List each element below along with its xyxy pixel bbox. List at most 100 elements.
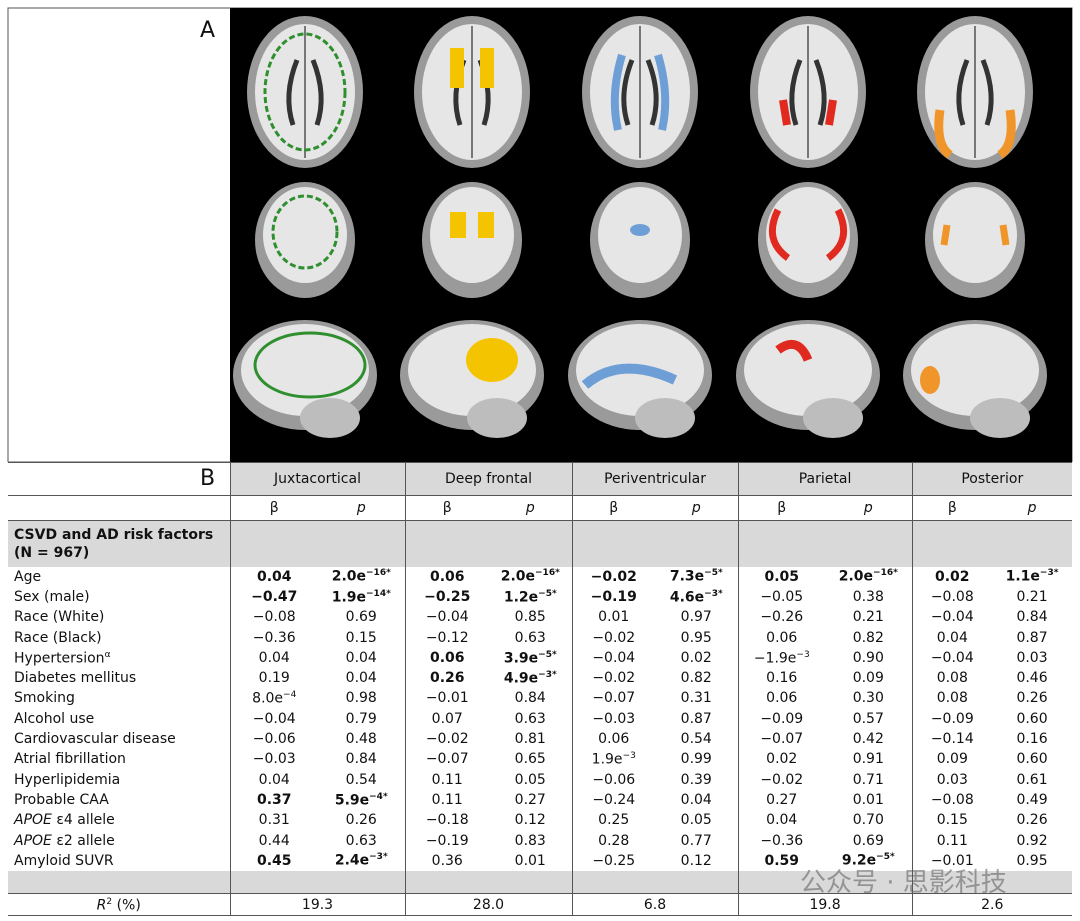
subheader: β bbox=[911, 495, 993, 521]
cell: −0.08 bbox=[911, 789, 993, 811]
cell: 0.82 bbox=[680, 670, 712, 687]
region bbox=[466, 338, 518, 382]
cell: −0.07 bbox=[571, 688, 656, 709]
text-part: 2 bbox=[106, 896, 113, 907]
text-part: 9.2e bbox=[841, 853, 877, 870]
cell: −0.03 bbox=[571, 708, 656, 729]
text-part: −4* bbox=[369, 791, 388, 802]
cell: 0.87 bbox=[680, 710, 712, 727]
cell: −0.09 bbox=[737, 708, 826, 729]
cell: 0.07 bbox=[404, 708, 490, 729]
cell: −0.02 bbox=[737, 769, 826, 790]
cell: −0.03 bbox=[229, 749, 318, 770]
cell: 3.9e−5* bbox=[489, 648, 572, 668]
subheader: β bbox=[404, 495, 490, 521]
cell: 0.01 bbox=[571, 607, 656, 628]
cell: −0.01 bbox=[911, 850, 993, 871]
cell: 0.45 bbox=[229, 850, 318, 871]
cell: −1.9e−3 bbox=[737, 647, 826, 668]
text-part: 2.0e bbox=[500, 568, 536, 585]
cerebellum bbox=[467, 398, 527, 438]
cell: 0.84 bbox=[1016, 609, 1048, 626]
cell: 0.81 bbox=[514, 731, 546, 748]
cell: −0.04 bbox=[571, 647, 656, 668]
empty-cell bbox=[911, 870, 1073, 894]
cell: 0.98 bbox=[345, 690, 377, 707]
panel-label: A bbox=[200, 18, 216, 43]
cell: 0.60 bbox=[1016, 710, 1048, 727]
text-part: −3 bbox=[796, 649, 810, 660]
cell: 0.05 bbox=[514, 771, 546, 788]
cell: 0.12 bbox=[514, 812, 546, 829]
results-table: Juxtacortical Deep frontal Periventricular… bbox=[8, 462, 1073, 916]
cell: 0.84 bbox=[514, 690, 546, 707]
cell: −0.36 bbox=[229, 627, 318, 648]
cell: 0.04 bbox=[229, 566, 318, 587]
cell: −0.02 bbox=[571, 627, 656, 648]
text-part: ε2 allele bbox=[51, 832, 115, 849]
cell: 0.82 bbox=[852, 629, 884, 646]
data-row: Smoking 8.0e−4 0.98 −0.01 0.84 −0.07 0.31 0.06 0… bbox=[8, 688, 1072, 709]
empty-cell bbox=[911, 520, 1073, 567]
group-header: Deep frontal bbox=[404, 462, 573, 496]
panel-label: B bbox=[200, 466, 216, 491]
cell: 0.31 bbox=[229, 810, 318, 831]
cell: 0.65 bbox=[514, 751, 546, 768]
text-part: −5* bbox=[876, 852, 895, 863]
cell: 0.77 bbox=[680, 832, 712, 849]
text-part: APOE bbox=[14, 832, 52, 849]
cell: 0.05 bbox=[737, 566, 826, 587]
region bbox=[581, 363, 678, 389]
text-part: −14* bbox=[366, 588, 391, 599]
subheader: β bbox=[737, 495, 826, 521]
cell: −0.05 bbox=[737, 586, 826, 608]
brain-coronal bbox=[766, 187, 850, 283]
cell: 0.26 bbox=[404, 667, 490, 689]
cell: 0.70 bbox=[852, 812, 884, 829]
cell: 0.90 bbox=[852, 649, 884, 666]
watermark: 公众号 · 思影科技 bbox=[800, 868, 1007, 898]
cell: −0.25 bbox=[404, 586, 490, 608]
cell: 2.0e−16* bbox=[318, 567, 405, 587]
region bbox=[775, 339, 813, 362]
cell: 0.99 bbox=[680, 751, 712, 768]
cell: 1.2e−5* bbox=[489, 587, 572, 607]
cell: 0.26 bbox=[1016, 690, 1048, 707]
cell: 0.02 bbox=[911, 566, 993, 587]
cell: 0.16 bbox=[1016, 731, 1048, 748]
text-part: APOE bbox=[14, 812, 52, 829]
ventricle bbox=[789, 59, 827, 126]
cerebellum bbox=[635, 398, 695, 438]
cell: 0.91 bbox=[852, 751, 884, 768]
r2-row: R2 (%) 19.3 28.0 6.8 19.8 2.6 bbox=[8, 893, 1073, 916]
text-part: 5.9e bbox=[334, 792, 370, 809]
cell: 0.06 bbox=[737, 627, 826, 648]
cell: −0.08 bbox=[229, 607, 318, 628]
row-label: APOE ε4 allele bbox=[8, 810, 230, 830]
empty-cell bbox=[404, 520, 573, 567]
cell: 0.27 bbox=[737, 789, 826, 811]
cell: 0.92 bbox=[1016, 832, 1048, 849]
cerebellum bbox=[803, 398, 863, 438]
cell: 0.37 bbox=[229, 789, 318, 811]
cell: −0.04 bbox=[911, 607, 993, 628]
row-label: Age bbox=[14, 568, 42, 585]
r2-value: 19.3 bbox=[229, 893, 406, 916]
text-part: R bbox=[96, 897, 107, 914]
region bbox=[934, 109, 1016, 159]
cell: 4.6e−3* bbox=[655, 587, 738, 607]
cell: 0.39 bbox=[680, 771, 712, 788]
brain-coronal bbox=[263, 187, 347, 283]
data-row: Hypertersionα 0.04 0.04 0.06 3.9e−5* −0.04 0.0… bbox=[8, 647, 1072, 668]
group-header: Periventricular bbox=[571, 462, 739, 496]
region bbox=[271, 194, 339, 270]
cell: 0.04 bbox=[737, 810, 826, 831]
row-label: Hyperlipidemia bbox=[14, 771, 121, 788]
cell: 0.49 bbox=[1016, 791, 1048, 808]
cell: 0.30 bbox=[852, 690, 884, 707]
cell: −0.09 bbox=[911, 708, 993, 729]
data-row: Amyloid SUVR 0.45 2.4e−3* 0.36 0.01 −0.25 0.12… bbox=[8, 850, 1072, 871]
cell: −0.18 bbox=[404, 810, 490, 831]
